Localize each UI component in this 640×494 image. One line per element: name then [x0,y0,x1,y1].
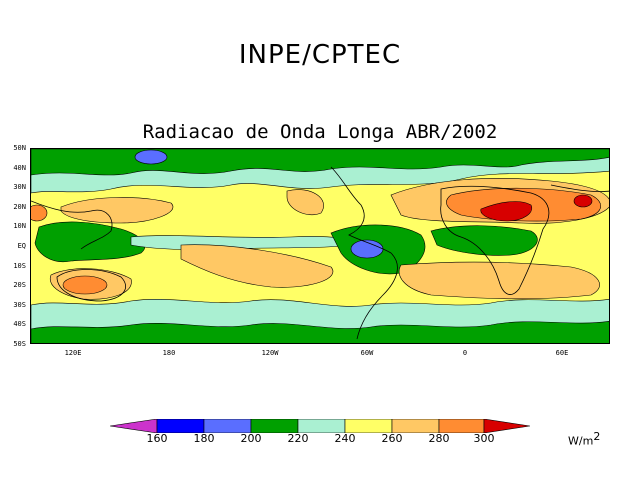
colorbar-bin-gt300 [483,419,530,433]
africa-convection [430,225,538,256]
colorbar-label-280: 280 [428,432,450,445]
maritime-convection [34,221,146,263]
colorbar-bin-160-180 [156,419,205,433]
colorbar-bin-280-300 [438,419,485,433]
coastlines [31,166,609,340]
colorbar [110,419,530,433]
south-band-200 [31,320,609,343]
lat-label-10n: 10N [13,222,26,230]
warm-north-pacific-east [286,189,324,216]
colorbar-label-180: 180 [193,432,215,445]
warm-northwest-pacific [60,197,174,224]
warm-south-atlantic [398,261,600,300]
lat-label-30s: 30S [13,301,26,309]
lat-label-10s: 10S [13,262,26,270]
extreme-arabia [573,194,593,208]
colorbar-bin-240-260 [344,419,393,433]
lon-label-0: 0 [462,349,468,357]
colorbar-bin-lt160 [110,419,158,433]
lat-label-50s: 50S [13,340,26,348]
colorbar-label-300: 300 [473,432,495,445]
north-blue-patch [134,149,168,165]
lat-label-50n: 50N [13,144,26,152]
colorbar-label-240: 240 [334,432,356,445]
organization-title: INPE/CPTEC [238,40,402,70]
hot-australia [62,275,108,295]
lon-label-60e: 60E [555,349,569,357]
lat-label-40s: 40S [13,320,26,328]
map-title: Radiacao de Onda Longa ABR/2002 [142,121,498,143]
warm-south-pacific [180,244,334,288]
unit-label: W/m2 [568,430,600,448]
extreme-sahara [480,201,533,222]
colorbar-bin-180-200 [203,419,252,433]
colorbar-bin-200-220 [250,419,299,433]
unit-exponent: 2 [593,430,601,443]
olr-map-canvas [31,149,609,343]
hot-west-edge [31,204,48,222]
colorbar-label-160: 160 [146,432,168,445]
olr-map [30,148,610,344]
lon-label-120e: 120E [64,349,82,357]
lat-label-20s: 20S [13,281,26,289]
colorbar-label-260: 260 [381,432,403,445]
lon-label-60w: 60W [360,349,374,357]
unit-text: W/m [568,434,594,448]
lat-label-20n: 20N [13,203,26,211]
colorbar-label-220: 220 [287,432,309,445]
lon-label-180: 180 [162,349,176,357]
lat-label-40n: 40N [13,164,26,172]
colorbar-label-200: 200 [240,432,262,445]
lat-label-30n: 30N [13,183,26,191]
north-band-200 [31,149,609,176]
colorbar-bin-220-240 [297,419,346,433]
colorbar-bin-260-280 [391,419,440,433]
lat-label-eq: EQ [17,242,26,250]
lon-label-120w: 120W [261,349,279,357]
